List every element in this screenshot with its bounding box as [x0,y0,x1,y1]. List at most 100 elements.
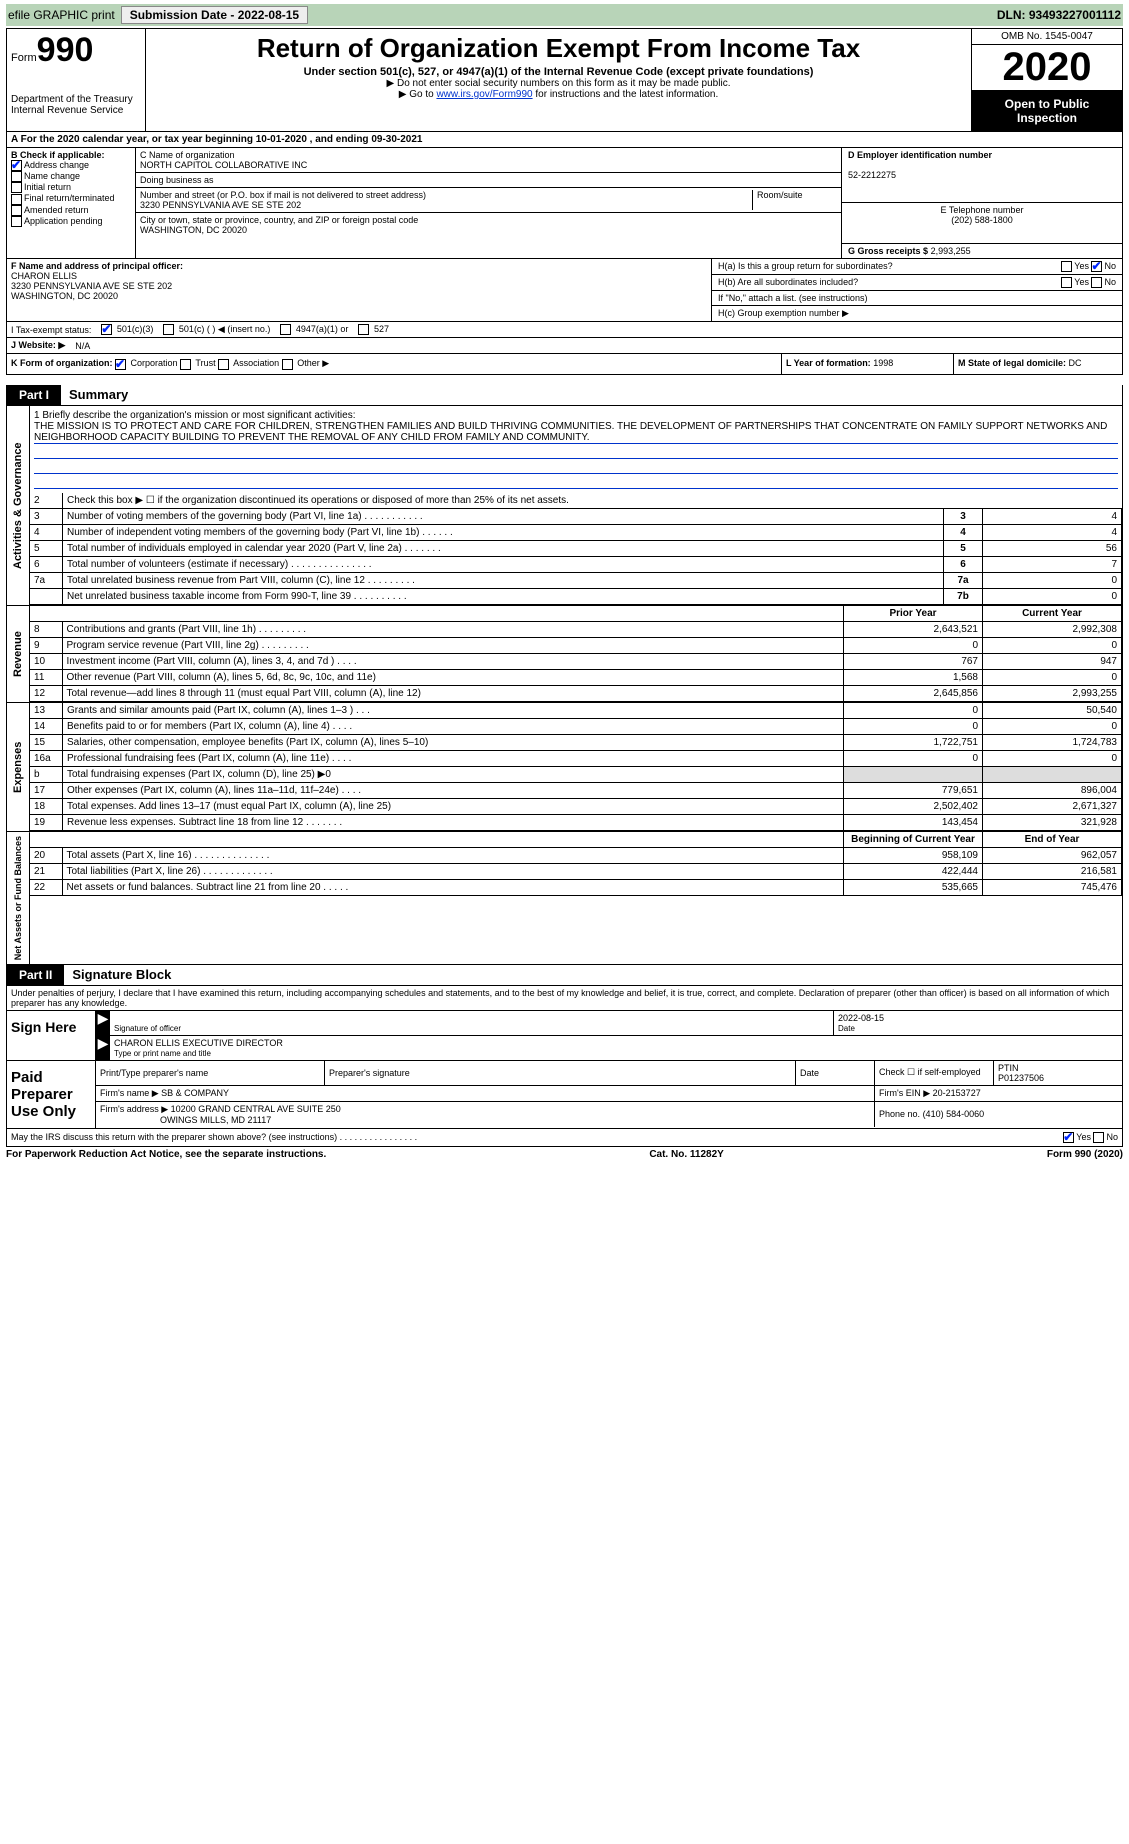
chk-501c[interactable] [163,324,174,335]
box-h: H(a) Is this a group return for subordin… [712,259,1122,321]
sig-date: 2022-08-15 [838,1013,884,1023]
domicile-label: M State of legal domicile: [958,358,1066,368]
tax-status-label: I Tax-exempt status: [11,325,91,335]
gross-receipts-value: 2,993,255 [931,246,971,256]
h-b-label: H(b) Are all subordinates included? [718,277,858,288]
header-left: Form990 Department of the Treasury Inter… [7,29,146,131]
officer-addr1: 3230 PENNSYLVANIA AVE SE STE 202 [11,281,172,291]
paperwork-notice: For Paperwork Reduction Act Notice, see … [6,1149,326,1160]
box-f: F Name and address of principal officer:… [7,259,712,321]
chk-discuss-no[interactable] [1093,1132,1104,1143]
goto-post: for instructions and the latest informat… [533,89,719,100]
box-c: C Name of organization NORTH CAPITOL COL… [136,148,842,258]
mission-text: THE MISSION IS TO PROTECT AND CARE FOR C… [34,421,1118,444]
irs-label: Internal Revenue Service [11,105,141,116]
opt-amended: Amended return [24,205,89,215]
self-emp-label: Check ☐ if self-employed [879,1067,981,1077]
firm-addr-label: Firm's address ▶ [100,1104,168,1114]
mission-block: 1 Briefly describe the organization's mi… [30,406,1122,493]
chk-other[interactable] [282,359,293,370]
box-j-website: J Website: ▶ N/A [6,338,1123,354]
firm-name-label: Firm's name ▶ [100,1088,159,1098]
efile-label: efile GRAPHIC print [8,8,115,22]
gov-row-2: 2Check this box ▶ ☐ if the organization … [30,493,1122,509]
opt-initial-return: Initial return [24,182,71,192]
chk-trust[interactable] [180,359,191,370]
rev-row-9: 9Program service revenue (Part VIII, lin… [30,637,1122,653]
col-end: End of Year [983,832,1122,848]
mission-blank-2 [34,459,1118,474]
firm-phone-cell: Phone no. (410) 584-0060 [875,1101,1123,1127]
exp-row-13: 13Grants and similar amounts paid (Part … [30,703,1122,719]
exp-row-18: 18Total expenses. Add lines 13–17 (must … [30,798,1122,814]
website-value: N/A [75,341,90,351]
sig-date-label: Date [838,1024,855,1033]
submission-date-button[interactable]: Submission Date - 2022-08-15 [121,6,308,24]
box-b-title: B Check if applicable: [11,150,105,160]
chk-hb-no[interactable] [1091,277,1102,288]
prep-name-label: Print/Type preparer's name [100,1068,208,1078]
chk-4947[interactable] [280,324,291,335]
ptin-label: PTIN [998,1063,1019,1073]
ein-value: 52-2212275 [848,170,896,180]
chk-discuss-yes[interactable] [1063,1132,1074,1143]
officer-signature-field[interactable]: Signature of officer [110,1011,833,1035]
header-center: Return of Organization Exempt From Incom… [146,29,971,131]
chk-address-change[interactable] [11,160,22,171]
chk-app-pending[interactable] [11,216,22,227]
officer-group-section: F Name and address of principal officer:… [6,259,1123,322]
rev-row-11: 11Other revenue (Part VIII, column (A), … [30,669,1122,685]
firm-addr2: OWINGS MILLS, MD 21117 [160,1115,271,1125]
chk-ha-yes[interactable] [1061,261,1072,272]
opt-final-return: Final return/terminated [24,193,115,203]
chk-corp[interactable] [115,359,126,370]
name-title-field: CHARON ELLIS EXECUTIVE DIRECTORType or p… [110,1036,1122,1060]
chk-amended[interactable] [11,205,22,216]
net-row-20: 20Total assets (Part X, line 16) . . . .… [30,847,1122,863]
chk-final-return[interactable] [11,194,22,205]
perjury-statement: Under penalties of perjury, I declare th… [7,986,1122,1011]
box-l: L Year of formation: 1998 [782,354,954,373]
part-ii-title: Signature Block [64,967,171,982]
irs-link[interactable]: www.irs.gov/Form990 [436,89,532,100]
gov-row-3: 3Number of voting members of the governi… [30,508,1122,524]
chk-name-change[interactable] [11,171,22,182]
form-header: Form990 Department of the Treasury Inter… [6,28,1123,132]
firm-name-cell: Firm's name ▶ SB & COMPANY [96,1085,875,1101]
city-state-zip: WASHINGTON, DC 20020 [140,225,247,235]
net-assets-section: Net Assets or Fund Balances Beginning of… [6,832,1123,965]
discuss-row: May the IRS discuss this return with the… [7,1128,1122,1146]
vtab-revenue: Revenue [7,606,30,702]
opt-other: Other ▶ [297,358,329,368]
ein-label: D Employer identification number [848,150,992,160]
chk-initial-return[interactable] [11,182,22,193]
chk-501c3[interactable] [101,324,112,335]
dba-label: Doing business as [140,175,214,185]
mission-blank-3 [34,474,1118,489]
efile-topbar: efile GRAPHIC print Submission Date - 20… [6,4,1123,26]
chk-assoc[interactable] [218,359,229,370]
firm-ein-label: Firm's EIN ▶ [879,1088,930,1098]
form-990-num: 990 [37,31,94,69]
form-ref: Form 990 (2020) [1047,1149,1123,1160]
city-label: City or town, state or province, country… [140,215,418,225]
officer-name-title: CHARON ELLIS EXECUTIVE DIRECTOR [114,1038,283,1048]
org-name: NORTH CAPITOL COLLABORATIVE INC [140,160,307,170]
part-i-label: Part I [7,385,61,405]
dept-treasury: Department of the Treasury [11,94,141,105]
governance-table: 2Check this box ▶ ☐ if the organization … [30,493,1122,605]
opt-app-pending: Application pending [24,216,103,226]
box-i-tax-status: I Tax-exempt status: 501(c)(3) 501(c) ( … [6,322,1123,338]
name-title-label: Type or print name and title [114,1049,211,1058]
prep-sig-label: Preparer's signature [329,1068,410,1078]
gross-receipts-label: G Gross receipts $ [848,246,928,256]
year-formation-label: L Year of formation: [786,358,871,368]
chk-527[interactable] [358,324,369,335]
header-right: OMB No. 1545-0047 2020 Open to Public In… [971,29,1122,131]
vtab-governance: Activities & Governance [7,406,30,605]
chk-ha-no[interactable] [1091,261,1102,272]
chk-hb-yes[interactable] [1061,277,1072,288]
col-prior-year: Prior Year [844,606,983,622]
form-subtitle: Under section 501(c), 527, or 4947(a)(1)… [152,66,965,78]
gov-row-6: 6Total number of volunteers (estimate if… [30,556,1122,572]
